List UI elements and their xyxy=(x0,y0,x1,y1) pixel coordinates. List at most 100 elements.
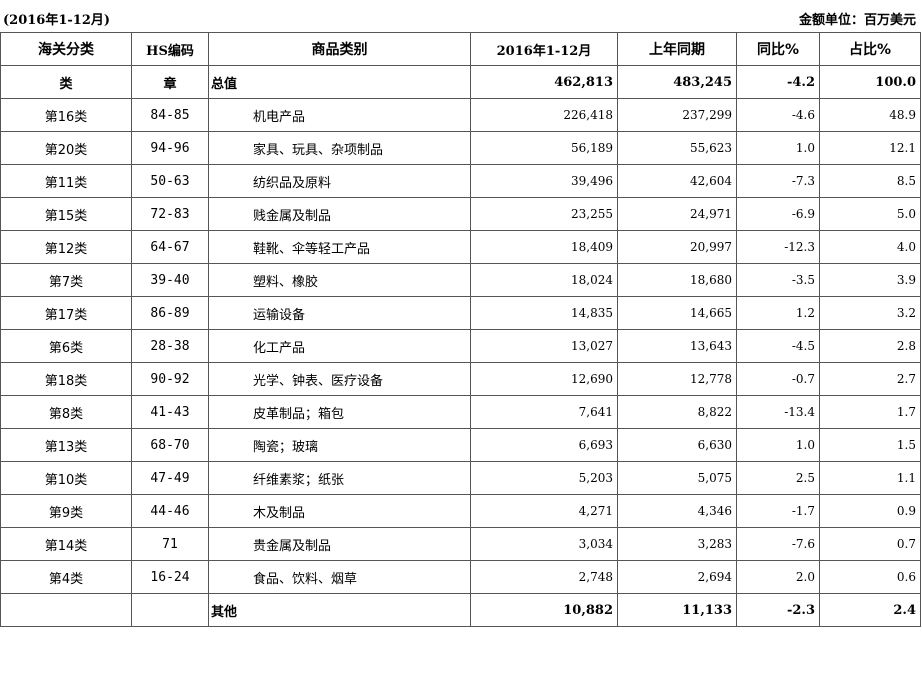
row-yoy-change: -4.5 xyxy=(736,329,820,363)
total-yoy: -4.2 xyxy=(736,65,820,99)
row-yoy-change: -4.6 xyxy=(736,98,820,132)
total-row: 类 章 总值 462,813 483,245 -4.2 100.0 xyxy=(0,65,921,99)
row-yoy-change: -12.3 xyxy=(736,230,820,264)
row-previous-value: 14,665 xyxy=(617,296,737,330)
row-category: 第13类 xyxy=(0,428,132,462)
row-hs-code: 39-40 xyxy=(131,263,209,297)
row-commodity-name: 塑料、橡胶 xyxy=(208,263,471,297)
row-yoy-change: -3.5 xyxy=(736,263,820,297)
row-category: 第9类 xyxy=(0,494,132,528)
row-hs-code: 44-46 xyxy=(131,494,209,528)
other-share: 2.4 xyxy=(819,593,921,627)
row-current-value: 14,835 xyxy=(470,296,618,330)
row-commodity-name: 运输设备 xyxy=(208,296,471,330)
row-commodity-name: 机电产品 xyxy=(208,98,471,132)
other-name: 其他 xyxy=(208,593,471,627)
column-header-commodity: 商品类别 xyxy=(208,32,471,66)
other-hs xyxy=(131,593,209,627)
row-category: 第7类 xyxy=(0,263,132,297)
row-previous-value: 20,997 xyxy=(617,230,737,264)
row-current-value: 7,641 xyxy=(470,395,618,429)
row-yoy-change: 2.5 xyxy=(736,461,820,495)
row-current-value: 23,255 xyxy=(470,197,618,231)
table-row: 第10类 47-49 纤维素浆；纸张 5,203 5,075 2.5 1.1 xyxy=(0,461,921,495)
row-yoy-change: 1.2 xyxy=(736,296,820,330)
other-row: 其他 10,882 11,133 -2.3 2.4 xyxy=(0,593,921,627)
table-row: 第15类 72-83 贱金属及制品 23,255 24,971 -6.9 5.0 xyxy=(0,197,921,231)
total-share: 100.0 xyxy=(819,65,921,99)
row-hs-code: 68-70 xyxy=(131,428,209,462)
row-current-value: 12,690 xyxy=(470,362,618,396)
row-share: 1.7 xyxy=(819,395,921,429)
row-category: 第20类 xyxy=(0,131,132,165)
row-yoy-change: -13.4 xyxy=(736,395,820,429)
row-current-value: 39,496 xyxy=(470,164,618,198)
row-share: 1.1 xyxy=(819,461,921,495)
period-label: (2016年1-12月) xyxy=(3,13,111,28)
total-previous: 483,245 xyxy=(617,65,737,99)
table-row: 第8类 41-43 皮革制品；箱包 7,641 8,822 -13.4 1.7 xyxy=(0,395,921,429)
unit-label: 金额单位：百万美元 xyxy=(798,13,916,28)
table-row: 第11类 50-63 纺织品及原料 39,496 42,604 -7.3 8.5 xyxy=(0,164,921,198)
other-previous: 11,133 xyxy=(617,593,737,627)
row-hs-code: 84-85 xyxy=(131,98,209,132)
row-yoy-change: -6.9 xyxy=(736,197,820,231)
table-row: 第14类 71 贵金属及制品 3,034 3,283 -7.6 0.7 xyxy=(0,527,921,561)
row-share: 48.9 xyxy=(819,98,921,132)
row-previous-value: 24,971 xyxy=(617,197,737,231)
other-current: 10,882 xyxy=(470,593,618,627)
row-previous-value: 8,822 xyxy=(617,395,737,429)
row-current-value: 18,409 xyxy=(470,230,618,264)
row-current-value: 3,034 xyxy=(470,527,618,561)
row-category: 第14类 xyxy=(0,527,132,561)
row-current-value: 18,024 xyxy=(470,263,618,297)
total-category: 类 xyxy=(0,65,132,99)
row-commodity-name: 纤维素浆；纸张 xyxy=(208,461,471,495)
row-yoy-change: -7.6 xyxy=(736,527,820,561)
row-category: 第17类 xyxy=(0,296,132,330)
row-share: 12.1 xyxy=(819,131,921,165)
column-header-previous-period: 上年同期 xyxy=(617,32,737,66)
row-commodity-name: 贵金属及制品 xyxy=(208,527,471,561)
row-yoy-change: 1.0 xyxy=(736,428,820,462)
row-share: 0.7 xyxy=(819,527,921,561)
row-commodity-name: 光学、钟表、医疗设备 xyxy=(208,362,471,396)
total-hs: 章 xyxy=(131,65,209,99)
row-yoy-change: -7.3 xyxy=(736,164,820,198)
row-hs-code: 47-49 xyxy=(131,461,209,495)
row-hs-code: 86-89 xyxy=(131,296,209,330)
row-commodity-name: 木及制品 xyxy=(208,494,471,528)
table-header-row: 海关分类 HS编码 商品类别 2016年1-12月 上年同期 同比% 占比% xyxy=(0,32,921,66)
row-previous-value: 13,643 xyxy=(617,329,737,363)
row-previous-value: 6,630 xyxy=(617,428,737,462)
row-previous-value: 4,346 xyxy=(617,494,737,528)
row-previous-value: 12,778 xyxy=(617,362,737,396)
row-previous-value: 2,694 xyxy=(617,560,737,594)
table-caption-bar: (2016年1-12月) 金额单位：百万美元 xyxy=(0,0,922,32)
row-yoy-change: 1.0 xyxy=(736,131,820,165)
row-commodity-name: 陶瓷；玻璃 xyxy=(208,428,471,462)
row-hs-code: 71 xyxy=(131,527,209,561)
row-share: 3.2 xyxy=(819,296,921,330)
row-category: 第4类 xyxy=(0,560,132,594)
row-yoy-change: 2.0 xyxy=(736,560,820,594)
row-category: 第8类 xyxy=(0,395,132,429)
row-current-value: 13,027 xyxy=(470,329,618,363)
row-previous-value: 18,680 xyxy=(617,263,737,297)
row-hs-code: 28-38 xyxy=(131,329,209,363)
row-category: 第18类 xyxy=(0,362,132,396)
table-row: 第4类 16-24 食品、饮料、烟草 2,748 2,694 2.0 0.6 xyxy=(0,560,921,594)
row-commodity-name: 贱金属及制品 xyxy=(208,197,471,231)
row-previous-value: 55,623 xyxy=(617,131,737,165)
row-category: 第6类 xyxy=(0,329,132,363)
table-row: 第18类 90-92 光学、钟表、医疗设备 12,690 12,778 -0.7 2.7 xyxy=(0,362,921,396)
table-row: 第13类 68-70 陶瓷；玻璃 6,693 6,630 1.0 1.5 xyxy=(0,428,921,462)
row-commodity-name: 鞋靴、伞等轻工产品 xyxy=(208,230,471,264)
row-category: 第16类 xyxy=(0,98,132,132)
row-current-value: 5,203 xyxy=(470,461,618,495)
export-commodity-table: 海关分类 HS编码 商品类别 2016年1-12月 上年同期 同比% 占比% 类… xyxy=(0,32,921,627)
row-hs-code: 94-96 xyxy=(131,131,209,165)
row-category: 第15类 xyxy=(0,197,132,231)
column-header-share: 占比% xyxy=(819,32,921,66)
row-hs-code: 72-83 xyxy=(131,197,209,231)
